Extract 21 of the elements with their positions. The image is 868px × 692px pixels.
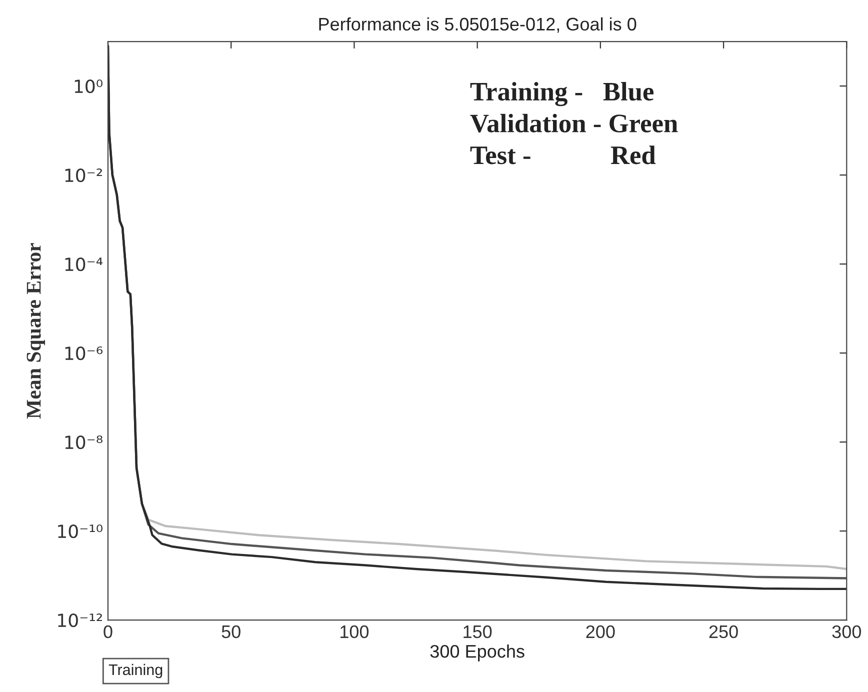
y-tick-label: 10⁻² <box>65 168 102 182</box>
x-tick-label: 150 <box>464 625 492 638</box>
y-tick-label: 10⁻¹⁰ <box>58 524 102 538</box>
y-tick-label: 10⁻⁴ <box>65 257 103 272</box>
y-tick-label: 10⁻⁸ <box>65 435 102 450</box>
x-tick-label: 50 <box>222 625 240 638</box>
chart-title: Performance is 5.05015e-012, Goal is 0 <box>319 17 636 33</box>
y-axis-title: Mean Square Error <box>26 243 46 419</box>
y-tick-label: 10⁻⁶ <box>65 346 103 360</box>
text: Training <box>108 664 162 678</box>
x-tick-label: 200 <box>586 625 615 638</box>
annotation: Test - Red <box>470 146 656 164</box>
x-axis-title: 300 Epochs <box>430 644 524 662</box>
x-tick-label: 100 <box>340 625 369 638</box>
x-tick-label: 0 <box>104 625 112 638</box>
annotation: Training - Blue <box>470 82 654 106</box>
x-tick-label: 300 <box>832 625 862 638</box>
x-tick-label: 250 <box>709 625 738 638</box>
annotation: Validation - Green <box>470 114 678 133</box>
y-tick-label: 10⁻¹² <box>58 613 102 628</box>
y-tick-label: 10⁰ <box>74 79 102 94</box>
